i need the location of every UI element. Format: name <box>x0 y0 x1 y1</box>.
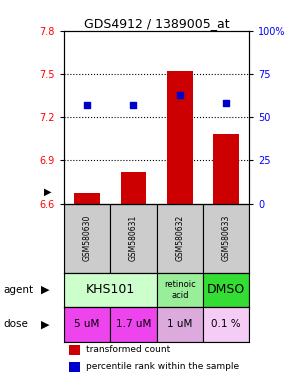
Text: 0.1 %: 0.1 % <box>211 319 241 329</box>
Bar <box>167 71 193 204</box>
Text: ▶: ▶ <box>44 187 51 197</box>
Text: GSM580633: GSM580633 <box>222 215 231 261</box>
Text: KHS101: KHS101 <box>86 283 135 296</box>
Bar <box>69 362 79 372</box>
Text: 1.7 uM: 1.7 uM <box>116 319 151 329</box>
Text: ▶: ▶ <box>41 285 49 295</box>
Text: 1 uM: 1 uM <box>167 319 193 329</box>
Text: dose: dose <box>3 319 28 329</box>
FancyBboxPatch shape <box>64 273 157 307</box>
Text: 5 uM: 5 uM <box>74 319 100 329</box>
FancyBboxPatch shape <box>64 307 110 342</box>
FancyBboxPatch shape <box>157 204 203 273</box>
Text: GSM580630: GSM580630 <box>82 215 92 261</box>
Text: ▶: ▶ <box>41 319 49 329</box>
FancyBboxPatch shape <box>64 204 110 273</box>
FancyBboxPatch shape <box>110 307 157 342</box>
Point <box>224 100 229 106</box>
Bar <box>69 344 79 355</box>
Text: transformed count: transformed count <box>86 345 170 354</box>
Text: GSM580632: GSM580632 <box>175 215 184 261</box>
Point <box>177 91 182 98</box>
FancyBboxPatch shape <box>203 307 249 342</box>
Text: retinoic
acid: retinoic acid <box>164 280 196 300</box>
Text: DMSO: DMSO <box>207 283 245 296</box>
Text: agent: agent <box>3 285 33 295</box>
Text: GSM580631: GSM580631 <box>129 215 138 261</box>
Bar <box>213 134 239 204</box>
Point <box>131 102 136 108</box>
FancyBboxPatch shape <box>157 273 203 307</box>
Text: percentile rank within the sample: percentile rank within the sample <box>86 362 239 371</box>
FancyBboxPatch shape <box>110 204 157 273</box>
FancyBboxPatch shape <box>203 273 249 307</box>
Bar <box>121 172 146 204</box>
FancyBboxPatch shape <box>157 307 203 342</box>
Bar <box>74 194 100 204</box>
Point <box>85 102 89 108</box>
FancyBboxPatch shape <box>203 204 249 273</box>
Title: GDS4912 / 1389005_at: GDS4912 / 1389005_at <box>84 17 229 30</box>
